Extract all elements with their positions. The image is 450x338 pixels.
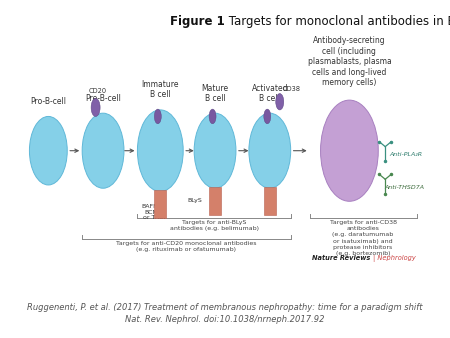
Ellipse shape [276, 94, 284, 110]
Ellipse shape [249, 113, 291, 188]
Bar [264, 187, 276, 215]
Text: Figure 1: Figure 1 [170, 15, 225, 28]
Text: Targets for anti-CD20 monoclonal antibodies
(e.g. rituximab or ofatumumab): Targets for anti-CD20 monoclonal antibod… [116, 241, 256, 252]
Ellipse shape [82, 113, 124, 188]
Ellipse shape [194, 113, 236, 188]
Text: Mature
B cell: Mature B cell [202, 84, 229, 103]
Bar [154, 190, 166, 218]
Text: Pre-B-cell: Pre-B-cell [85, 94, 121, 103]
Text: Antibody-secreting
cell (including
plasmablasts, plasma
cells and long-lived
mem: Antibody-secreting cell (including plasm… [307, 37, 392, 87]
Text: Pro-B-cell: Pro-B-cell [30, 97, 66, 106]
Ellipse shape [91, 98, 100, 116]
Text: CD20: CD20 [89, 88, 107, 94]
Text: Activated
B cell: Activated B cell [252, 84, 288, 103]
Ellipse shape [209, 109, 216, 124]
Text: BLyS: BLyS [188, 198, 203, 203]
Text: Targets for anti-CD38
antibodies
(e.g. daratumumab
or isatuximab) and
protease i: Targets for anti-CD38 antibodies (e.g. d… [329, 220, 396, 256]
Text: Anti-THSD7A: Anti-THSD7A [384, 185, 424, 190]
Text: Immature
B cell: Immature B cell [142, 80, 179, 99]
Text: Ruggenenti, P. et al. (2017) Treatment of membranous nephropathy: time for a par: Ruggenenti, P. et al. (2017) Treatment o… [27, 303, 423, 324]
Ellipse shape [264, 109, 271, 124]
Text: Anti-PLA₂R: Anti-PLA₂R [389, 152, 423, 157]
Text: Nature Reviews: Nature Reviews [312, 255, 370, 261]
Ellipse shape [137, 110, 183, 192]
Text: Targets for monoclonal antibodies in B-cell lineages: Targets for monoclonal antibodies in B-c… [225, 15, 450, 28]
Text: CD38: CD38 [282, 86, 300, 92]
Text: | Nephrology: | Nephrology [373, 255, 415, 262]
Ellipse shape [154, 109, 161, 124]
Text: Targets for anti-BLyS
antibodies (e.g. belimumab): Targets for anti-BLyS antibodies (e.g. b… [170, 220, 259, 231]
Bar [209, 187, 221, 215]
Ellipse shape [320, 100, 378, 201]
Ellipse shape [29, 116, 67, 185]
Text: BAFF-R,
BCMA
or TACI: BAFF-R, BCMA or TACI [142, 204, 166, 220]
